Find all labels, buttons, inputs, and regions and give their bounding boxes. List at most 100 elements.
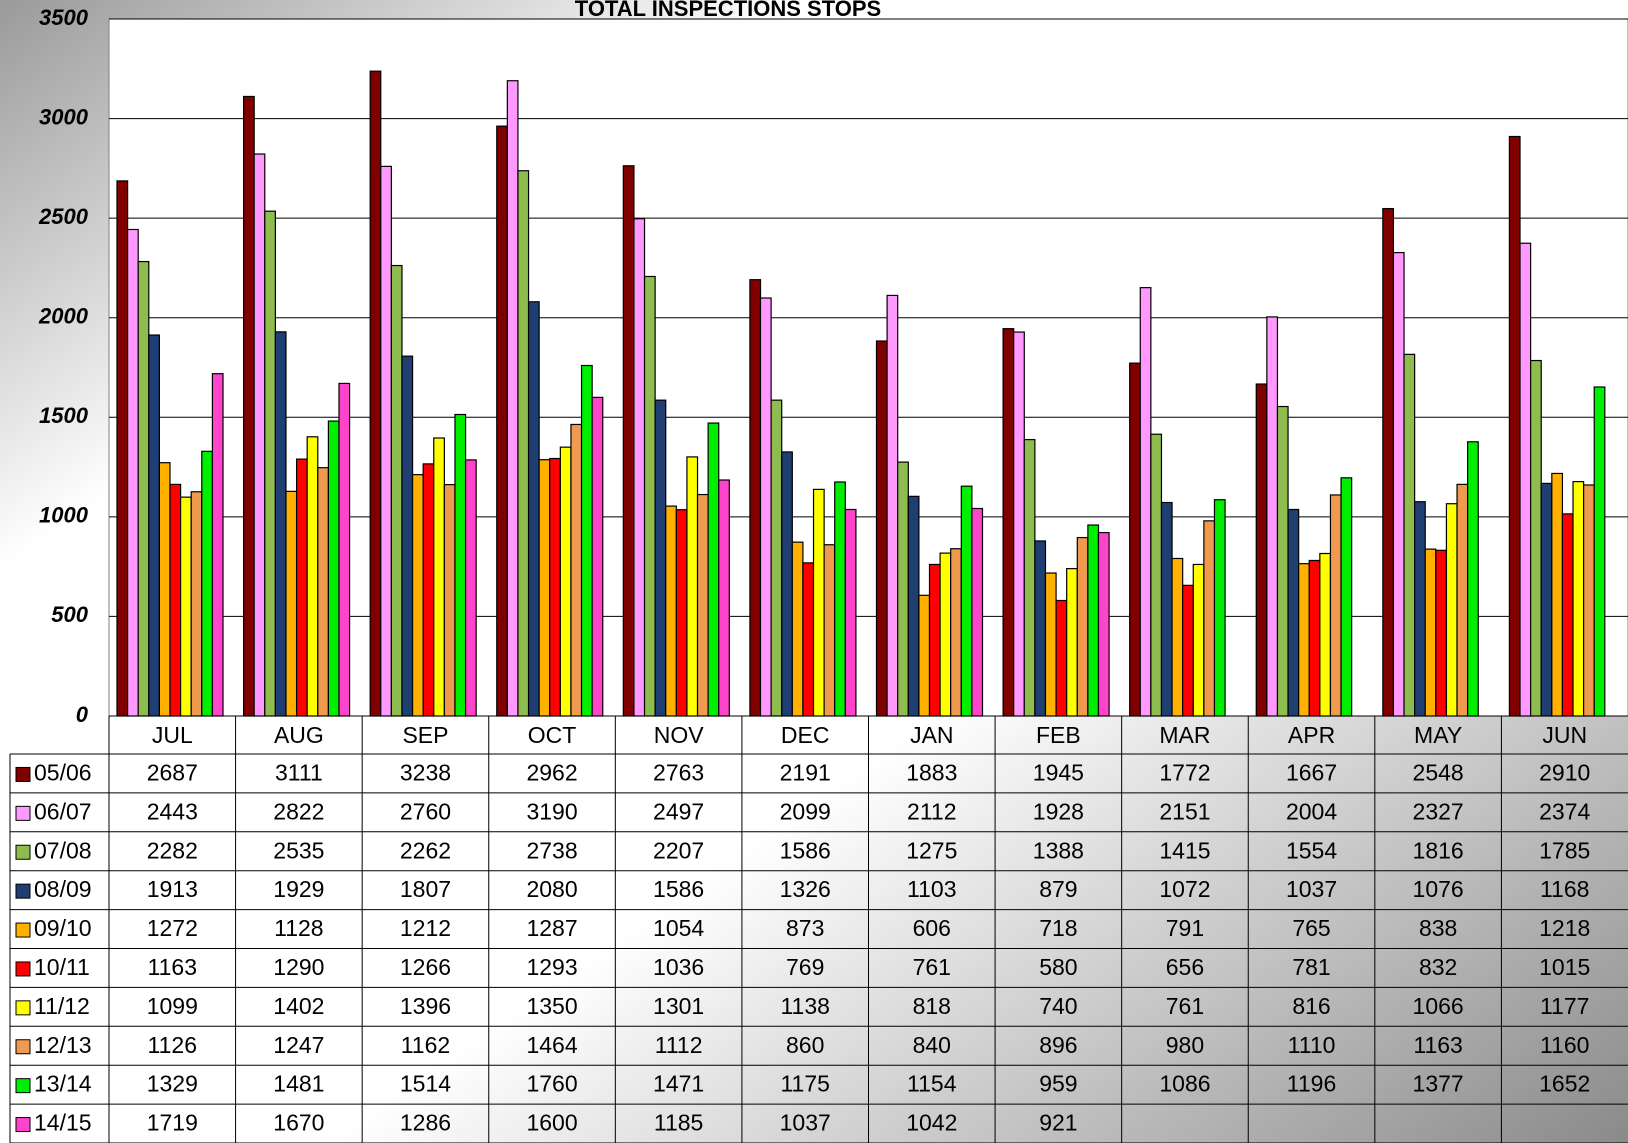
- bar: [1382, 207, 1395, 717]
- table-value: 1138: [780, 993, 829, 1019]
- bar: [317, 467, 329, 717]
- bar: [759, 297, 772, 717]
- table-value: 1275: [906, 837, 957, 863]
- chart-title: TOTAL INSPECTIONS STOPS: [575, 0, 881, 21]
- bar: [401, 355, 414, 717]
- bar: [1424, 548, 1437, 717]
- bar: [1508, 135, 1521, 717]
- table-value: 2497: [653, 798, 704, 824]
- table-value: 1054: [653, 915, 704, 941]
- table-value: 1110: [1288, 1032, 1336, 1058]
- legend-label: 07/08: [34, 837, 92, 863]
- table-value: 1072: [1159, 876, 1210, 902]
- table-value: 1015: [1539, 954, 1590, 980]
- bar: [1392, 251, 1405, 717]
- bar: [549, 457, 561, 717]
- y-tick-label: 0: [76, 702, 89, 727]
- table-value: 1196: [1287, 1071, 1336, 1097]
- bar: [570, 423, 583, 717]
- table-value: 2327: [1413, 798, 1464, 824]
- table-value: 2443: [147, 798, 198, 824]
- bar: [886, 294, 899, 717]
- table-value: 1760: [526, 1071, 577, 1097]
- table-value: 1464: [526, 1032, 577, 1058]
- bar: [1540, 482, 1553, 717]
- bar: [1287, 508, 1300, 717]
- table-value: 840: [913, 1032, 951, 1058]
- bar: [496, 125, 508, 717]
- table-value: 1037: [780, 1110, 831, 1136]
- y-tick-label: 1500: [39, 403, 89, 428]
- legend-swatch: [15, 922, 31, 938]
- bar: [1435, 549, 1448, 717]
- table-value: 1293: [526, 954, 577, 980]
- bar: [875, 340, 888, 717]
- table-value: 769: [786, 954, 824, 980]
- table-value: 1042: [906, 1110, 957, 1136]
- bar: [242, 95, 255, 717]
- bar: [1298, 563, 1310, 717]
- table-value: 873: [786, 915, 824, 941]
- bar: [390, 264, 403, 717]
- table-value: 1163: [1413, 1032, 1462, 1058]
- bar: [380, 165, 392, 717]
- table-value: 761: [1166, 993, 1204, 1019]
- table-value: 1162: [401, 1032, 450, 1058]
- bar: [306, 436, 319, 717]
- bar: [116, 180, 129, 717]
- y-tick-label: 2500: [38, 204, 89, 229]
- table-value: 718: [1039, 915, 1077, 941]
- bar: [1276, 405, 1289, 717]
- table-value: 2548: [1413, 760, 1464, 786]
- legend-label: 06/07: [34, 798, 92, 824]
- legend-swatch: [15, 961, 31, 977]
- bar: [158, 462, 171, 717]
- bar: [1023, 438, 1036, 717]
- bar: [201, 450, 214, 717]
- bar: [834, 481, 846, 717]
- table-value: 1600: [526, 1110, 577, 1136]
- x-tick-label: MAY: [1414, 722, 1462, 748]
- bar: [285, 490, 298, 717]
- bar: [274, 331, 287, 717]
- legend-label: 10/11: [34, 954, 90, 980]
- bar: [411, 474, 424, 717]
- bar: [950, 548, 962, 717]
- table-value: 740: [1039, 993, 1077, 1019]
- bar: [812, 488, 825, 717]
- bar: [1097, 531, 1110, 717]
- legend-swatch: [15, 844, 31, 860]
- bar: [1044, 572, 1057, 717]
- bar: [675, 509, 688, 717]
- bar: [148, 334, 161, 717]
- bar: [939, 552, 952, 717]
- table-value: 2763: [653, 760, 704, 786]
- table-value: 1286: [400, 1110, 451, 1136]
- legend-label: 12/13: [34, 1032, 92, 1058]
- table-value: 1266: [400, 954, 451, 980]
- table-value: 2151: [1159, 798, 1210, 824]
- table-value: 1287: [526, 915, 577, 941]
- table-value: 832: [1419, 954, 1457, 980]
- legend-swatch: [15, 1039, 31, 1055]
- table-value: 1481: [273, 1071, 324, 1097]
- table-value: 2004: [1286, 798, 1337, 824]
- bar: [781, 451, 793, 717]
- bar: [327, 420, 340, 717]
- x-tick-label: SEP: [402, 722, 448, 748]
- bar: [538, 459, 551, 717]
- bar: [1467, 441, 1479, 717]
- bar: [844, 508, 857, 717]
- bar: [1308, 559, 1321, 717]
- bar: [1572, 481, 1585, 717]
- bar: [369, 70, 382, 717]
- bar: [633, 218, 646, 717]
- table-value: 1816: [1413, 837, 1464, 863]
- table-value: 1086: [1159, 1071, 1210, 1097]
- table-value: 1329: [147, 1071, 198, 1097]
- table-value: 1396: [400, 993, 451, 1019]
- bar: [1150, 433, 1163, 717]
- bar: [1340, 477, 1353, 717]
